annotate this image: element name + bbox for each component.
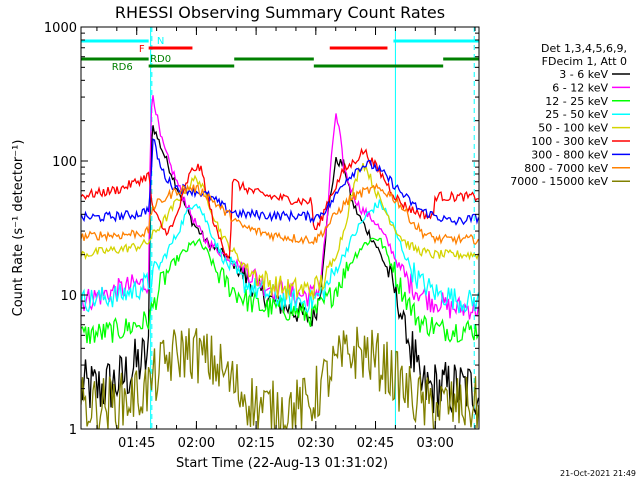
- series-line-7: [81, 182, 479, 246]
- series-line-3: [81, 199, 479, 314]
- x-axis-label: Start Time (22-Aug-13 01:31:02): [176, 456, 388, 471]
- legend-label-1: 6 - 12 keV: [552, 81, 608, 94]
- legend: Det 1,3,4,5,6,9,FDecim 1, Att 03 - 6 keV…: [510, 42, 630, 188]
- x-tick-label-1: 02:00: [178, 436, 215, 451]
- status-bars: N F RD0 RD6: [81, 36, 479, 73]
- x-tick-label-0: 01:45: [118, 436, 155, 451]
- series-lines: [81, 95, 479, 429]
- legend-label-8: 7000 - 15000 keV: [510, 175, 608, 188]
- series-line-4: [81, 162, 479, 300]
- plot-frame: [80, 26, 480, 430]
- chart-title: RHESSI Observing Summary Count Rates: [115, 3, 445, 22]
- series-line-6: [81, 138, 479, 226]
- legend-label-2: 12 - 25 keV: [545, 95, 608, 108]
- y-tick-label-2: 100: [52, 155, 77, 170]
- y-tick-label-0: 1: [69, 423, 77, 438]
- legend-label-0: 3 - 6 keV: [559, 68, 608, 81]
- x-tick-label-4: 02:45: [357, 436, 394, 451]
- axes: 1 10 100 1000 01:45 02:00 02:15 02:30 02:45 03:00: [44, 21, 480, 451]
- legend-label-4: 50 - 100 keV: [538, 122, 608, 135]
- x-tick-label-3: 02:30: [297, 436, 334, 451]
- x-tick-label-5: 03:00: [416, 436, 453, 451]
- series-line-8: [81, 326, 479, 429]
- legend-label-6: 300 - 800 keV: [531, 148, 608, 161]
- status-bar-label-n: N: [157, 36, 164, 47]
- legend-header-line-0: Det 1,3,4,5,6,9,: [541, 42, 627, 55]
- status-bar-label-rd6: RD6: [112, 62, 133, 73]
- y-tick-label-1: 10: [60, 289, 77, 304]
- x-tick-label-2: 02:15: [237, 436, 274, 451]
- legend-label-5: 100 - 300 keV: [531, 135, 608, 148]
- legend-label-7: 800 - 7000 keV: [524, 162, 608, 175]
- series-line-0: [81, 125, 479, 417]
- status-bar-label-rd0: RD0: [150, 54, 171, 65]
- status-bar-label-f: F: [139, 44, 145, 55]
- y-tick-label-3: 1000: [44, 21, 77, 36]
- timestamp-label: 21-Oct-2021 21:49: [560, 469, 636, 478]
- series-line-2: [81, 237, 479, 344]
- legend-header-line-1: FDecim 1, Att 0: [542, 55, 627, 68]
- night-boundary-lines: [150, 27, 475, 429]
- series-line-5: [81, 147, 479, 260]
- legend-label-3: 25 - 50 keV: [545, 108, 608, 121]
- series-line-1: [81, 95, 479, 320]
- y-axis-label: Count Rate (s⁻¹ detector⁻¹): [11, 140, 26, 317]
